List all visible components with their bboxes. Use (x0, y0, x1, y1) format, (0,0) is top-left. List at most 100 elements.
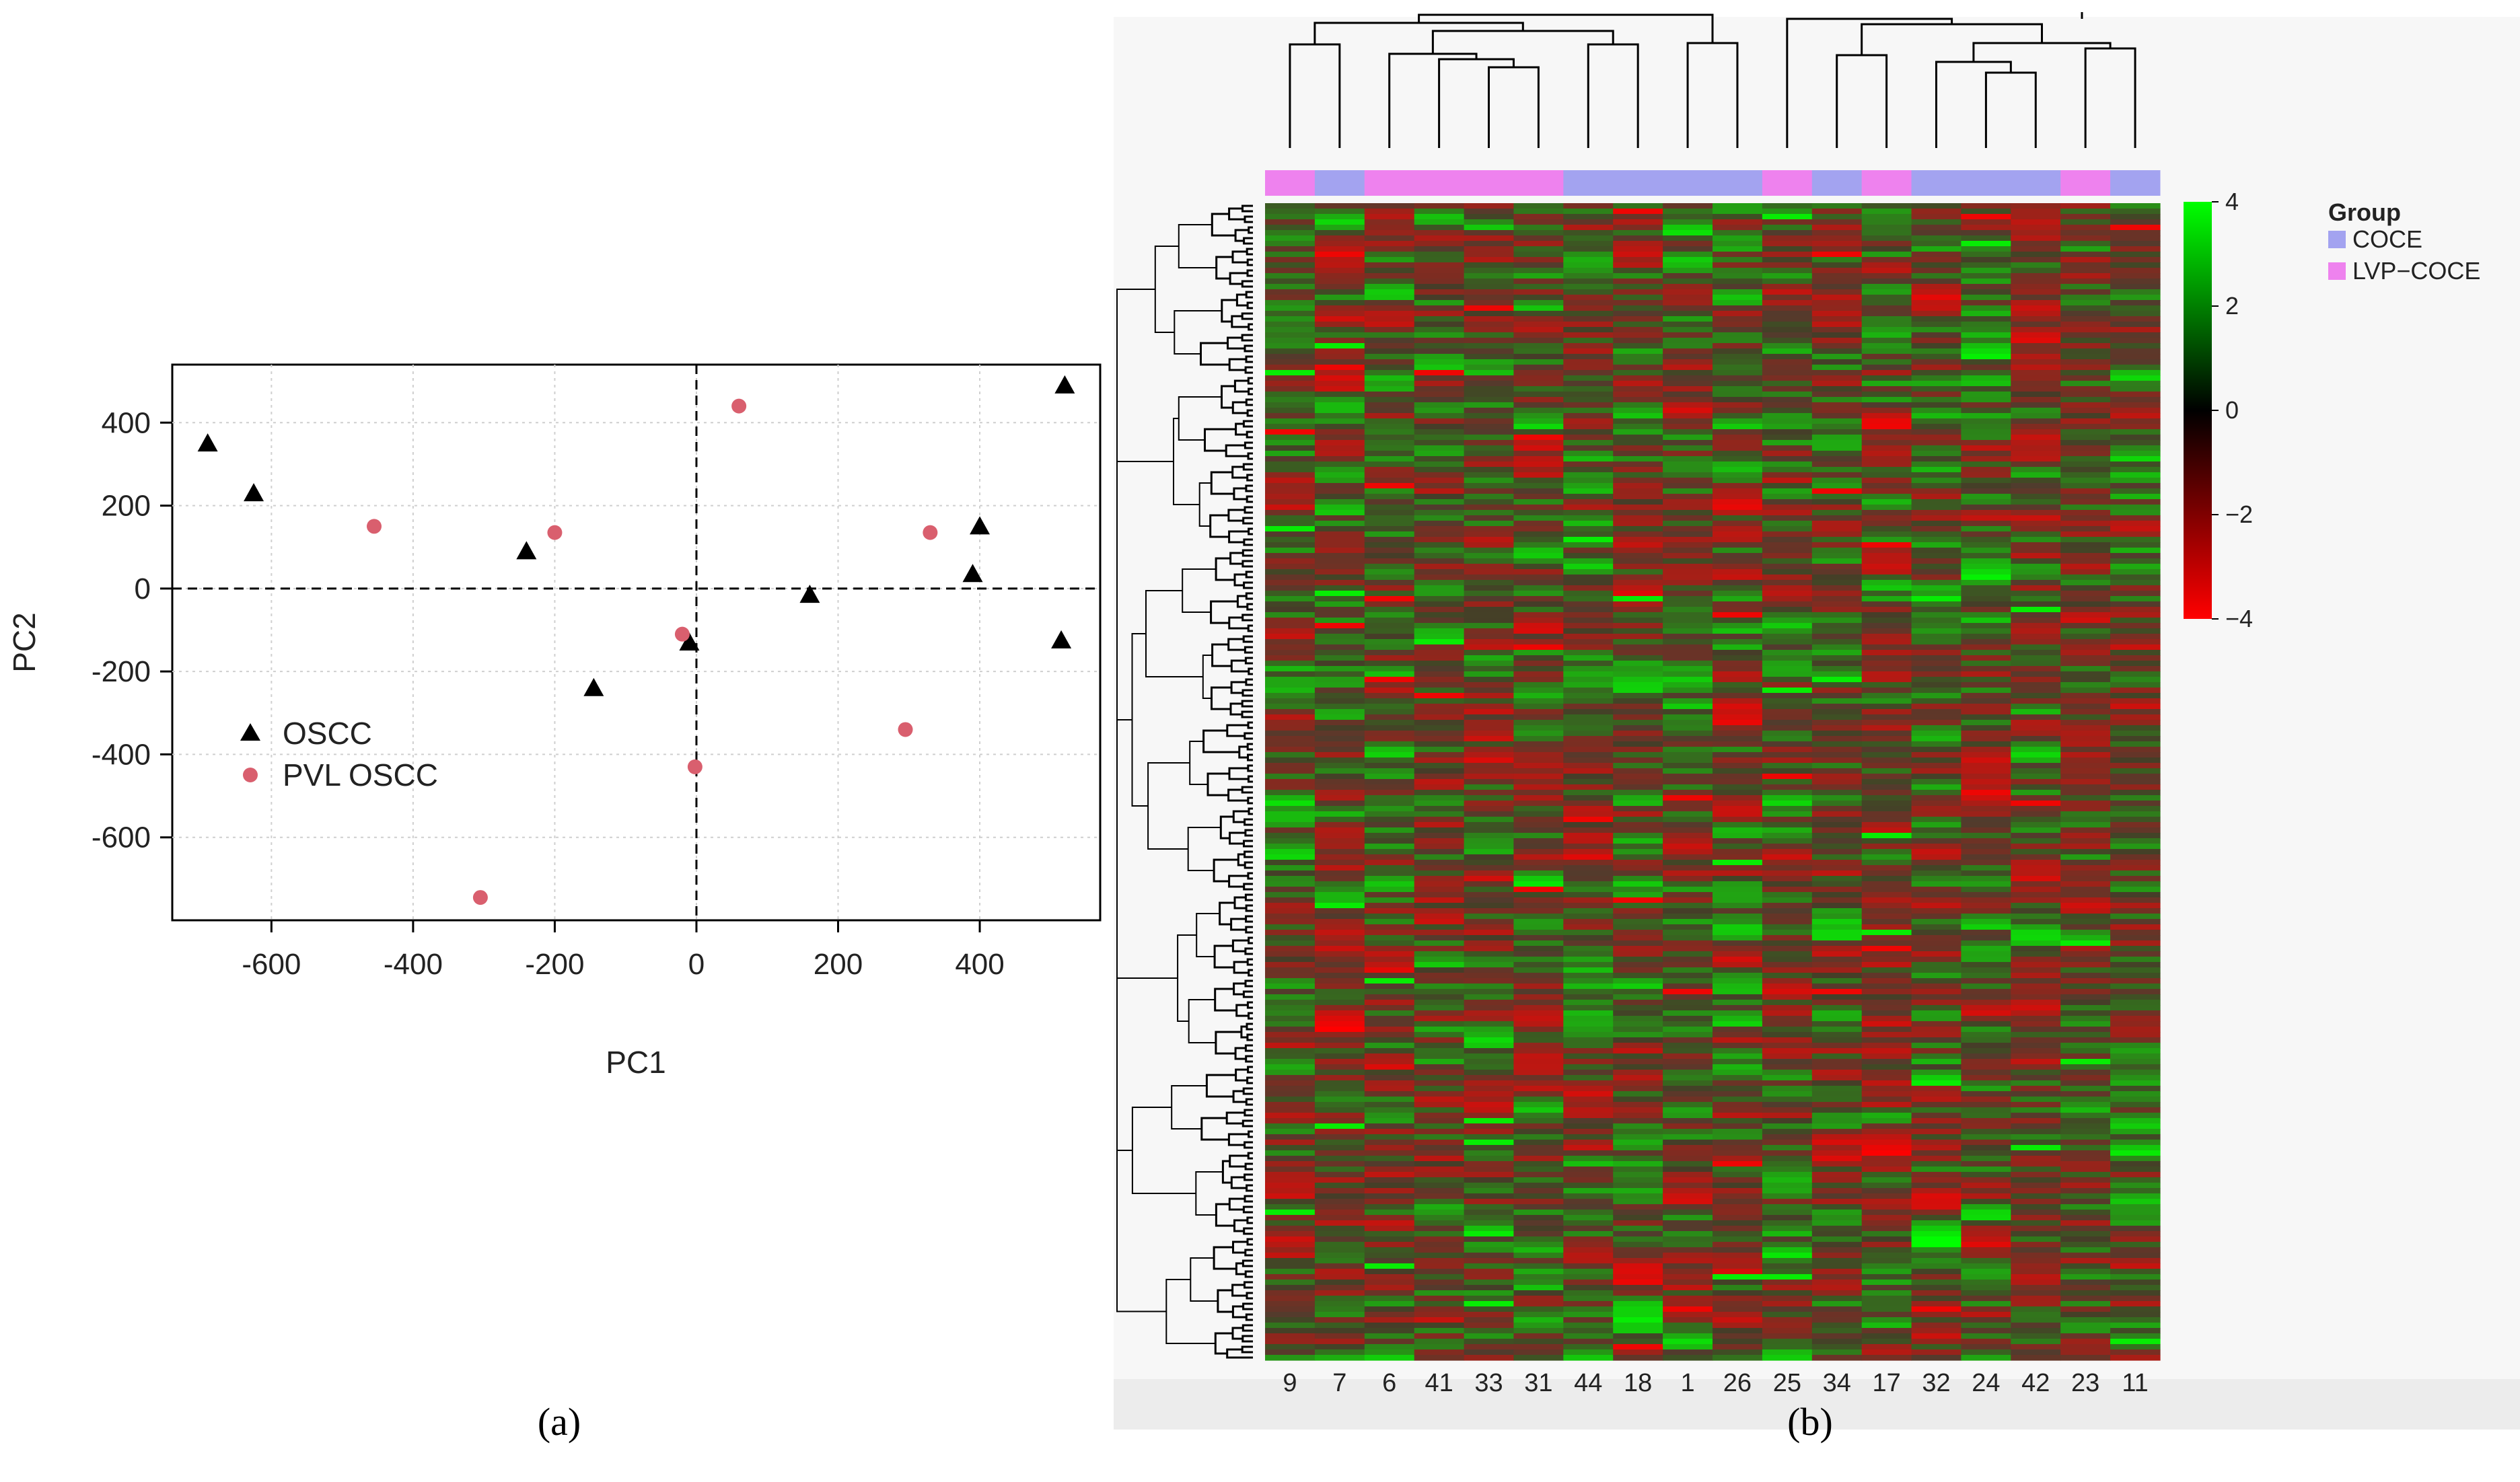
heatmap-cell (1314, 483, 1365, 489)
heatmap-cell (1663, 1274, 1713, 1280)
heatmap-cell (1613, 553, 1663, 559)
heatmap-cell (1762, 564, 1813, 570)
heatmap-cell (1314, 235, 1365, 242)
heatmap-cell (1861, 725, 1912, 731)
heatmap-cell (1563, 1107, 1614, 1113)
heatmap-cell (1563, 1048, 1614, 1054)
heatmap-cell (1314, 666, 1365, 672)
oscc-point (516, 541, 537, 560)
heatmap-cell (1563, 252, 1614, 258)
heatmap-cell (1762, 661, 1813, 667)
heatmap-cell (1713, 386, 1763, 392)
heatmap-cell (1961, 467, 2011, 473)
heatmap-cell (1663, 666, 1713, 672)
heatmap-cell (1961, 279, 2011, 285)
heatmap-cell (1663, 327, 1713, 333)
heatmap-cell (2011, 370, 2061, 376)
heatmap-cell (1811, 887, 1863, 893)
heatmap-cell (1364, 1317, 1415, 1323)
heatmap-cell (2011, 908, 2061, 914)
heatmap-cell (2060, 688, 2111, 694)
heatmap-cell (1713, 262, 1763, 268)
heatmap-cell (1911, 774, 1962, 780)
heatmap-cell (1961, 461, 2011, 468)
heatmap-cell (2110, 1000, 2161, 1006)
heatmap-cell (1314, 1220, 1365, 1226)
heatmap-cell (2011, 1199, 2061, 1205)
heatmap-cell (2110, 1113, 2161, 1119)
heatmap-cell (1663, 1010, 1713, 1016)
heatmap-cell (2060, 1027, 2111, 1033)
heatmap-cell (1663, 1145, 1713, 1151)
heatmap-cell (2060, 1231, 2111, 1237)
heatmap-cell (1563, 585, 1614, 591)
heatmap-cell (1762, 230, 1813, 236)
pca-legend: OSCC PVL OSCC (240, 716, 438, 792)
heatmap-cell (1464, 752, 1515, 758)
heatmap-cell (1663, 822, 1713, 828)
heatmap-cell (1265, 634, 1316, 640)
heatmap-cell (1265, 499, 1316, 505)
heatmap-cell (2060, 456, 2111, 462)
heatmap-cell (1961, 1053, 2011, 1060)
heatmap-cell (1314, 1048, 1365, 1054)
heatmap-cell (1563, 639, 1614, 645)
heatmap-cell (1513, 1339, 1564, 1345)
heatmap-cell (1364, 531, 1415, 538)
heatmap-cell (1762, 246, 1813, 252)
heatmap-cell (1265, 1236, 1316, 1243)
heatmap-cell (1613, 1231, 1663, 1237)
heatmap-cell (1513, 892, 1564, 898)
heatmap-cell (1663, 779, 1713, 785)
heatmap-cell (1713, 585, 1763, 591)
heatmap-cell (1364, 1258, 1415, 1264)
heatmap-cell (1613, 440, 1663, 446)
heatmap-cell (1663, 1150, 1713, 1156)
heatmap-cell (1563, 553, 1614, 559)
heatmap-cell (1811, 1091, 1863, 1097)
heatmap-cell (1861, 903, 1912, 909)
heatmap-cell (1861, 289, 1912, 295)
heatmap-cell (1314, 1296, 1365, 1302)
heatmap-cell (1513, 601, 1564, 607)
heatmap-cell (1961, 612, 2011, 618)
heatmap-cell (2060, 467, 2111, 473)
heatmap-cell (1713, 1263, 1763, 1269)
heatmap-cell (1811, 1285, 1863, 1291)
heatmap-cell (1861, 908, 1912, 914)
heatmap-cell (1364, 585, 1415, 591)
heatmap-cell (1762, 1161, 1813, 1167)
heatmap-cell (2011, 1010, 2061, 1016)
heatmap-cell (1961, 575, 2011, 581)
heatmap-cell (2110, 338, 2161, 344)
heatmap-cell (1513, 295, 1564, 301)
heatmap-cell (1464, 774, 1515, 780)
heatmap-cell (1713, 300, 1763, 306)
heatmap-cell (1314, 946, 1365, 952)
heatmap-cell (1513, 311, 1564, 317)
heatmap-cell (1663, 424, 1713, 430)
heatmap-cell (1762, 854, 1813, 860)
heatmap-cell (1911, 1188, 1962, 1194)
heatmap-cell (1663, 957, 1713, 963)
heatmap-cell (1861, 435, 1912, 441)
heatmap-cell (1414, 725, 1465, 731)
heatmap-cell (1811, 698, 1863, 704)
heatmap-cell (1314, 548, 1365, 554)
heatmap-cell (1513, 870, 1564, 877)
heatmap-cell (1314, 370, 1365, 376)
heatmap-cell (1414, 1226, 1465, 1232)
heatmap-cell (1713, 741, 1763, 747)
heatmap-cell (1613, 1183, 1663, 1189)
heatmap-cell (1464, 1010, 1515, 1016)
heatmap-cell (1414, 558, 1465, 564)
heatmap-cell (2011, 585, 2061, 591)
heatmap-cell (1414, 1323, 1465, 1329)
heatmap-cell (1811, 860, 1863, 866)
heatmap-cell (1762, 1037, 1813, 1043)
heatmap-cell (1911, 354, 1962, 360)
heatmap-cell (1265, 1231, 1316, 1237)
heatmap-cell (1364, 698, 1415, 704)
heatmap-cell (1911, 429, 1962, 435)
heatmap-cell (1563, 456, 1614, 462)
